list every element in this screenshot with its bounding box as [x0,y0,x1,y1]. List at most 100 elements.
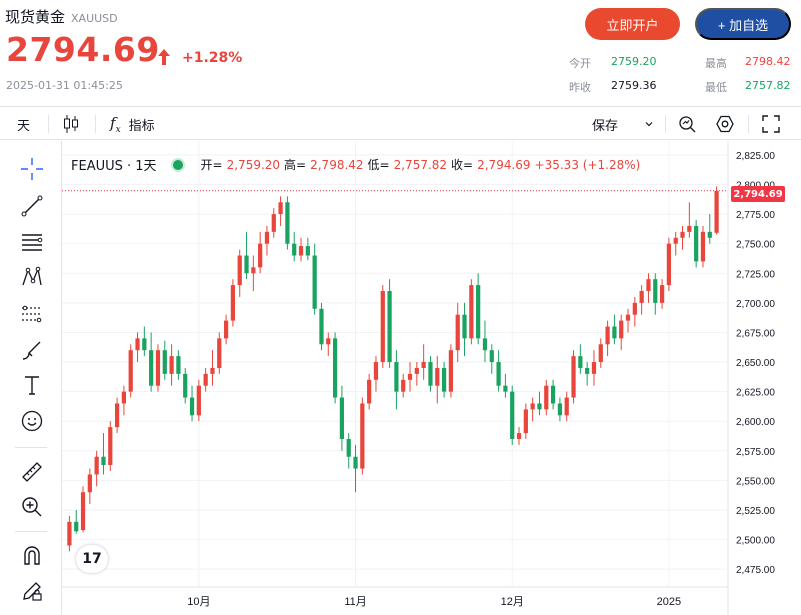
candle-body [557,403,563,416]
brush-icon[interactable] [18,336,46,364]
legend-open-value: 2,759.20 [226,157,281,172]
candle-body [462,314,467,339]
candle-body [714,190,719,233]
snapshot-icon[interactable] [677,107,697,141]
candle-body [428,362,433,386]
candle-body [237,255,242,286]
y-tick-label: 2,575.00 [736,447,775,458]
crosshair-icon[interactable] [18,155,46,183]
candle-body [694,225,699,262]
candle-body [646,279,651,292]
candle-body [339,397,345,439]
y-tick-label: 2,825.00 [736,151,775,162]
candle-body [510,391,515,439]
candle-body [503,385,508,392]
candle-body [441,367,447,392]
emoji-icon[interactable] [18,407,46,435]
eye-icon[interactable] [172,159,183,170]
pattern-icon[interactable] [18,263,46,291]
candle-body [394,362,399,392]
y-axis: 2,475.00 2,500.00 2,525.00 2,550.00 2,575.00… [736,151,775,576]
candle-body [94,456,99,475]
candle-body [74,521,79,532]
candle-body [258,243,263,268]
candle-body [244,255,249,274]
stat-low-label: 最低 [705,81,727,94]
tool-divider [15,447,47,448]
interval-selector[interactable]: 天 [17,118,31,134]
fullscreen-icon[interactable] [762,107,780,141]
text-icon[interactable] [18,371,46,399]
candlestick-chart[interactable]: 2,475.00 2,500.00 2,525.00 2,550.00 2,575.00… [62,141,801,615]
stat-low-value: 2757.82 [745,79,791,92]
candle-body [659,285,665,303]
candle-body [128,350,133,392]
lock-pencil-icon[interactable] [18,577,46,605]
chevron-down-icon[interactable] [644,107,654,141]
toolbar-divider [748,115,749,133]
candle-body [496,362,501,386]
candle-body [223,320,229,339]
projection-icon[interactable] [18,300,46,328]
y-tick-label: 2,650.00 [736,358,775,369]
y-tick-label: 2,700.00 [736,299,775,310]
settings-icon[interactable] [715,107,735,141]
candle-body [162,350,167,374]
fib-icon[interactable] [18,228,46,256]
stat-low: 最低 2757.82 [705,79,791,95]
candle-body [149,350,154,386]
candle-body [298,246,304,256]
candle-body [680,231,685,238]
candle-body [183,373,188,398]
quote-timestamp: 2025-01-31 01:45:25 [6,79,123,92]
x-tick-label: 10月 [187,596,210,608]
y-tick-label: 2,725.00 [736,269,775,280]
stat-prev-close: 昨收 2759.36 [569,79,657,95]
candle-body [264,231,270,244]
tradingview-logo[interactable]: 17 [76,545,108,573]
ruler-icon[interactable] [18,458,46,486]
legend-close-value: 2,794.69 [477,157,531,172]
candle-body [353,456,358,469]
candle-body [101,456,106,466]
y-tick-label: 2,525.00 [736,506,775,517]
indicators-label: 指标 [128,118,155,134]
legend-close-label: 收= [451,158,474,172]
candle-body [142,338,147,351]
toolbar-divider [665,115,666,133]
candle-body [285,202,290,244]
last-price: 2794.69 [6,30,160,69]
tool-divider [15,531,47,532]
indicators-button[interactable]: fx 指标 [110,107,155,141]
legend-low-label: 低= [367,158,390,172]
candle-body [605,326,610,345]
candle-body [67,521,72,546]
candle-body [571,356,576,398]
save-label: 保存 [592,118,619,134]
trendline-icon[interactable] [18,192,46,220]
zoom-in-icon[interactable] [18,493,46,521]
candle-body [108,427,113,466]
legend-high-value: 2,798.42 [310,157,364,172]
candle-body [189,397,195,416]
candle-body [455,314,460,351]
stat-open-label: 今开 [569,57,591,70]
x-tick-label: 12月 [501,596,524,608]
candle-body [687,225,692,232]
save-button[interactable]: 保存 [592,107,618,141]
y-tick-label: 2,675.00 [736,328,775,339]
candle-body [87,474,92,493]
candle-body [176,356,181,374]
open-account-button[interactable]: 立即开户 [585,8,680,40]
add-watchlist-button[interactable]: + 加自选 [695,8,791,40]
candle-body [380,291,385,363]
stat-high-value: 2798.42 [745,55,791,68]
candle-body [550,385,556,404]
last-price-tag: 2,794.69 [731,186,785,202]
candle-body [360,403,365,469]
candle-body [326,338,331,345]
y-tick-label: 2,500.00 [736,536,775,547]
candle-icon[interactable] [62,107,80,141]
magnet-icon[interactable] [18,541,46,569]
stat-open-value: 2759.20 [611,55,657,68]
